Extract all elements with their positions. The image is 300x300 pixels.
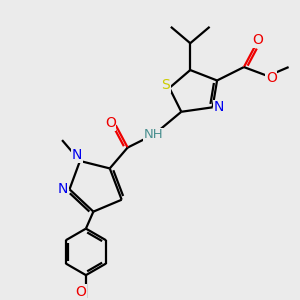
Text: O: O: [105, 116, 116, 130]
Text: O: O: [266, 71, 277, 85]
Text: N: N: [214, 100, 224, 114]
Text: NH: NH: [144, 128, 164, 141]
Text: O: O: [252, 33, 263, 47]
Text: N: N: [58, 182, 68, 196]
Text: S: S: [161, 78, 170, 92]
Text: O: O: [75, 284, 86, 298]
Text: N: N: [72, 148, 82, 162]
